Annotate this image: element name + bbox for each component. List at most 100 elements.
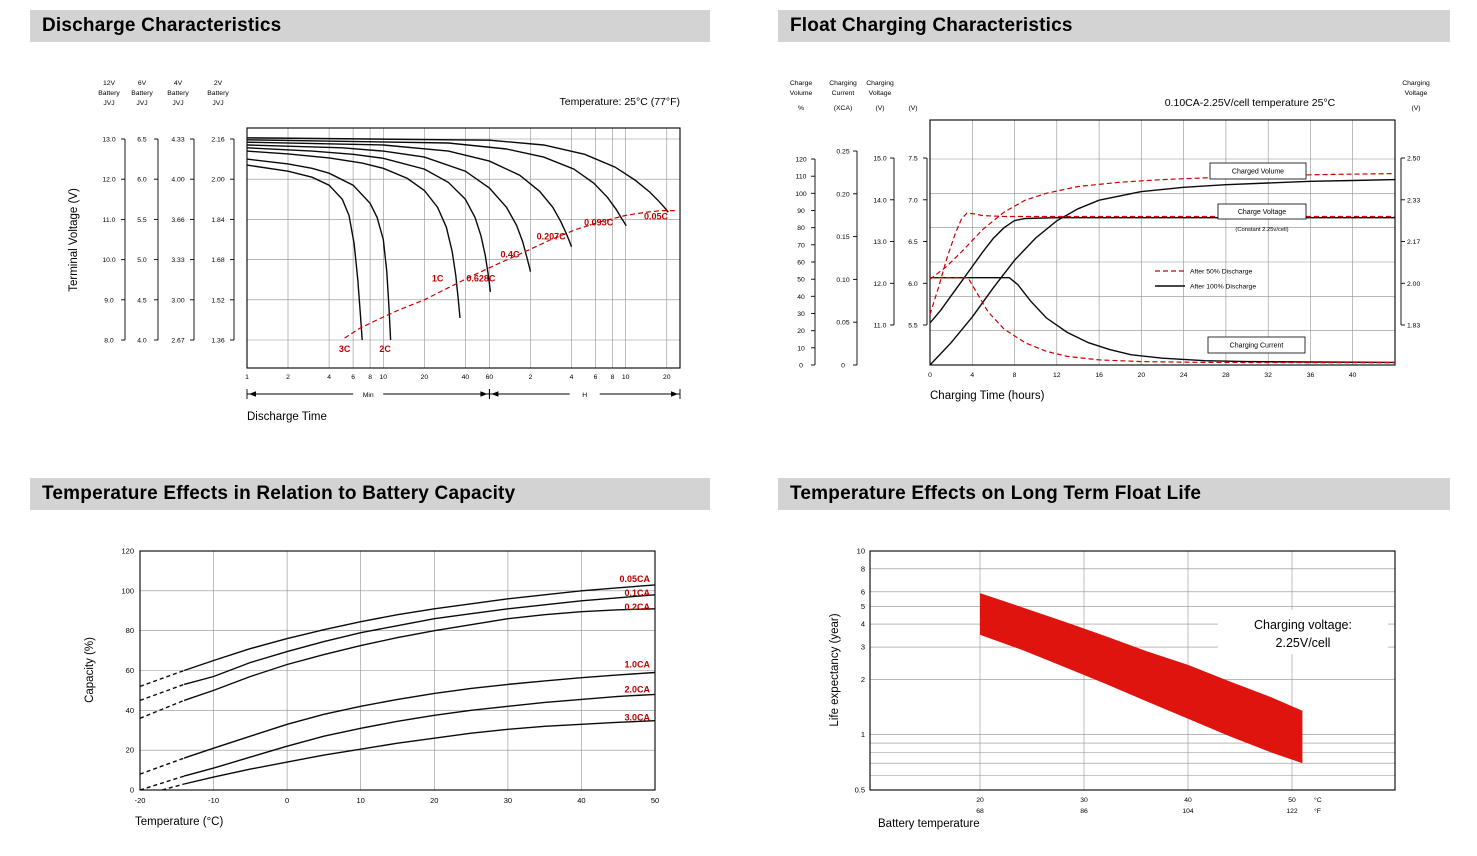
svg-text:4.33: 4.33 xyxy=(171,137,184,144)
panel-title-float-life: Temperature Effects on Long Term Float L… xyxy=(778,478,1450,510)
svg-text:8.0: 8.0 xyxy=(104,338,114,345)
svg-text:Volume: Volume xyxy=(790,90,813,97)
curve-0.05C xyxy=(246,137,669,213)
svg-text:10.0: 10.0 xyxy=(102,257,115,264)
svg-text:10: 10 xyxy=(357,796,365,805)
temperature-note: Temperature: 25°C (77°F) xyxy=(560,96,680,108)
svg-text:0.20: 0.20 xyxy=(836,191,849,198)
svg-text:3: 3 xyxy=(861,643,865,652)
svg-text:6: 6 xyxy=(351,374,355,381)
svg-text:20: 20 xyxy=(421,374,429,381)
svg-text:6.0: 6.0 xyxy=(908,281,918,288)
svg-text:4.5: 4.5 xyxy=(137,297,147,304)
svg-text:Charged Volume: Charged Volume xyxy=(1232,169,1284,176)
svg-text:0.10: 0.10 xyxy=(836,277,849,284)
svg-text:1.36: 1.36 xyxy=(211,338,224,345)
svg-text:8: 8 xyxy=(1013,372,1017,379)
svg-text:50: 50 xyxy=(797,277,805,284)
svg-text:0: 0 xyxy=(799,363,803,370)
svg-text:2.33: 2.33 xyxy=(1407,197,1420,204)
svg-text:10: 10 xyxy=(622,374,630,381)
svg-text:JVJ: JVJ xyxy=(136,100,147,107)
curve-charging-current-after-100 xyxy=(930,277,1396,364)
curves xyxy=(929,173,1396,366)
svg-text:30: 30 xyxy=(797,311,805,318)
curve-0.05CA-dashed xyxy=(139,669,185,688)
svg-text:3.00: 3.00 xyxy=(171,297,184,304)
float-life-panel: Temperature Effects on Long Term Float L… xyxy=(778,478,1450,848)
labels: Charged Volume Charge Voltage (Constant 2.… xyxy=(930,97,1336,402)
svg-text:30: 30 xyxy=(1080,797,1088,804)
svg-text:13.0: 13.0 xyxy=(873,239,886,246)
svg-text:50: 50 xyxy=(1288,797,1296,804)
svg-text:5.0: 5.0 xyxy=(137,257,147,264)
svg-text:JVJ: JVJ xyxy=(172,100,183,107)
x-axis-label: Battery temperature xyxy=(878,818,980,830)
labels: 3C 2C 1C 0.628C 0.4C 0.207C 0.093C 0.05C Tempera… xyxy=(68,96,680,423)
svg-text:Charging: Charging xyxy=(829,80,857,87)
curve-charged-volume-after-100 xyxy=(929,178,1396,366)
svg-text:12.0: 12.0 xyxy=(873,281,886,288)
curve-charging-current-after-50 xyxy=(930,277,1395,364)
float-life-chart: 1086543210.5206830864010450122°C°FChargi… xyxy=(829,547,1396,830)
svg-text:40: 40 xyxy=(1184,797,1192,804)
svg-text:20: 20 xyxy=(126,746,134,755)
svg-text:8: 8 xyxy=(861,564,865,573)
svg-text:30: 30 xyxy=(504,796,512,805)
curve-label: 2C xyxy=(379,344,391,354)
svg-text:100: 100 xyxy=(795,191,807,198)
svg-text:Charging: Charging xyxy=(1402,80,1430,87)
celsius-unit: °C xyxy=(1314,796,1322,804)
svg-text:JVJ: JVJ xyxy=(103,100,114,107)
svg-text:6.5: 6.5 xyxy=(908,239,918,246)
svg-text:6: 6 xyxy=(594,374,598,381)
svg-text:11.0: 11.0 xyxy=(103,217,116,224)
svg-text:80: 80 xyxy=(797,225,805,232)
curve-charge-voltage-after-100 xyxy=(929,217,1395,324)
svg-text:20: 20 xyxy=(430,796,438,805)
curves xyxy=(139,584,656,791)
svg-text:1.84: 1.84 xyxy=(211,217,224,224)
svg-text:120: 120 xyxy=(795,157,807,164)
svg-text:0.05: 0.05 xyxy=(836,320,849,327)
curve-charge-voltage-after-50 xyxy=(929,212,1395,315)
svg-text:12.0: 12.0 xyxy=(102,177,115,184)
svg-text:Min: Min xyxy=(363,392,374,399)
svg-text:2.00: 2.00 xyxy=(1407,281,1420,288)
svg-text:36: 36 xyxy=(1307,372,1315,379)
svg-text:2.50: 2.50 xyxy=(1407,156,1420,163)
curve-0.628C xyxy=(246,147,492,292)
svg-text:10: 10 xyxy=(797,345,805,352)
svg-text:Charging Current: Charging Current xyxy=(1230,343,1284,350)
svg-text:11.0: 11.0 xyxy=(874,323,887,330)
curve-3.0CA xyxy=(183,720,656,785)
svg-text:0.25: 0.25 xyxy=(836,149,849,156)
svg-text:110: 110 xyxy=(796,174,807,181)
discharge-chart: 1 2 4 6 8 10 20 40 60 2 4 6 8 10 20 12V Battery JVJ 13.0 12… xyxy=(68,80,681,423)
x-axis-label: Temperature (°C) xyxy=(135,816,223,828)
svg-text:40: 40 xyxy=(126,706,134,715)
svg-text:0: 0 xyxy=(841,363,845,370)
svg-text:6V: 6V xyxy=(138,80,147,87)
y-axis-label: Life expectancy (year) xyxy=(829,613,841,726)
svg-text:104: 104 xyxy=(1182,808,1194,815)
axes: 0 4 8 12 16 20 24 28 32 36 40 Charge Volume% 0 10 20 30 4… xyxy=(790,80,1430,379)
svg-text:5.5: 5.5 xyxy=(908,323,918,330)
svg-text:20: 20 xyxy=(797,328,805,335)
svg-text:20: 20 xyxy=(663,374,671,381)
curve-label: 0.05CA xyxy=(619,574,650,584)
svg-text:1: 1 xyxy=(861,730,865,739)
x-axis-label: Discharge Time xyxy=(247,411,327,423)
curve-label: 3.0CA xyxy=(624,712,650,722)
svg-text:Battery: Battery xyxy=(131,90,153,97)
curve-1.0CA-dashed xyxy=(139,757,185,775)
svg-text:100: 100 xyxy=(121,586,134,595)
svg-text:15.0: 15.0 xyxy=(873,156,886,163)
svg-text:2.17: 2.17 xyxy=(1407,239,1420,246)
svg-text:4V: 4V xyxy=(174,80,183,87)
svg-text:70: 70 xyxy=(797,242,805,249)
curve-0.4C xyxy=(246,144,532,272)
svg-text:0: 0 xyxy=(928,372,932,379)
curve-label: 0.207C xyxy=(537,232,567,242)
